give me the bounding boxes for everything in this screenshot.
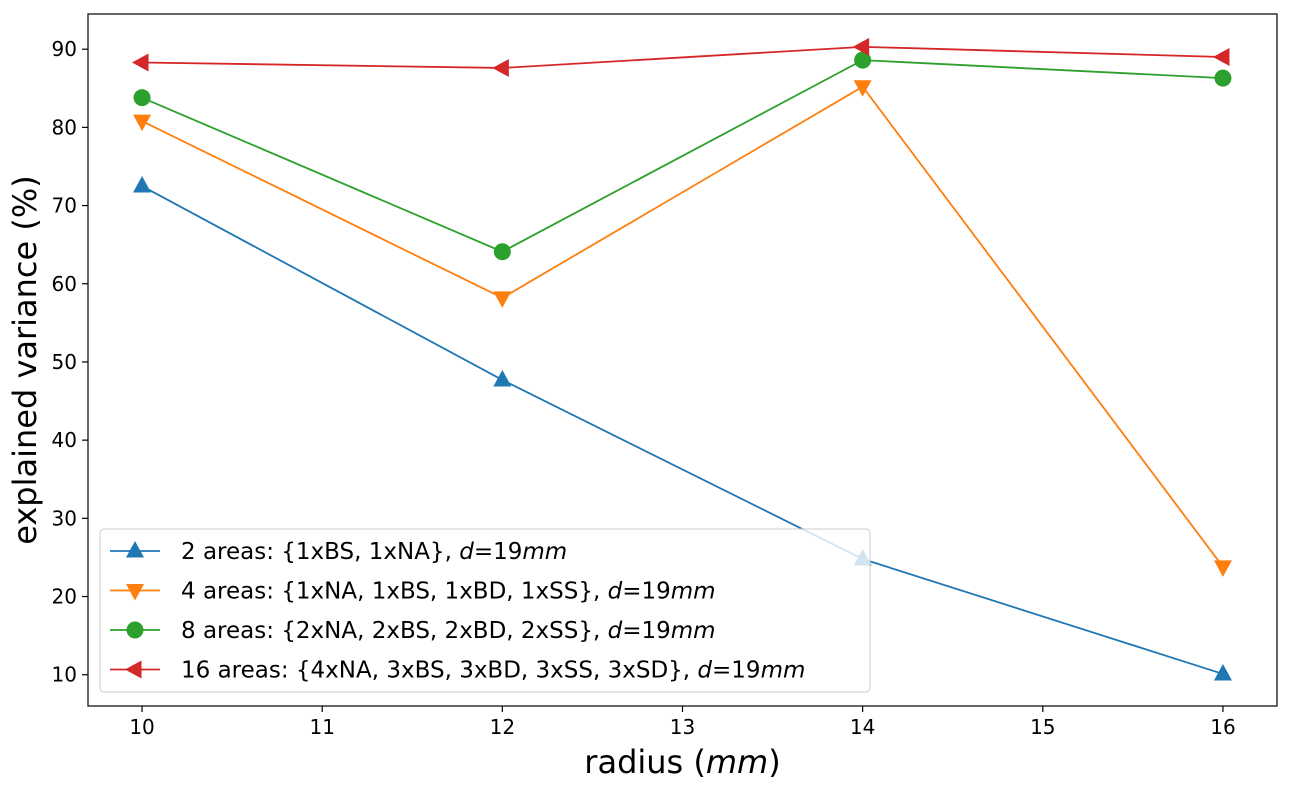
legend-label: 16 areas: {4xNA, 3xBS, 3xBD, 3xSS, 3xSD}… (181, 658, 805, 684)
y-tick-label: 60 (52, 272, 77, 296)
series-2 (133, 80, 1232, 577)
legend-marker (125, 660, 142, 679)
legend-marker (126, 621, 144, 639)
data-point (492, 58, 509, 77)
legend-item: 16 areas: {4xNA, 3xBS, 3xBD, 3xSS, 3xSD}… (110, 658, 805, 684)
legend-box (99, 528, 871, 693)
legend-label-eq: =19 (474, 539, 523, 565)
data-point (133, 89, 151, 107)
x-tick-label: 16 (1210, 715, 1235, 739)
data-point (493, 291, 512, 308)
legend-item: 4 areas: {1xNA, 1xBS, 1xBD, 1xSS}, d=19m… (110, 579, 716, 605)
series-line (142, 45, 1223, 69)
data-point (854, 51, 872, 69)
data-point (1214, 69, 1232, 87)
legend-label-var: d (608, 579, 623, 605)
legend-item: 2 areas: {1xBS, 1xNA}, d=19mm (110, 539, 567, 565)
legend-label: 4 areas: {1xNA, 1xBS, 1xBD, 1xSS}, d=19m… (181, 579, 716, 605)
y-tick-label: 40 (52, 428, 77, 452)
series-layer (132, 37, 1232, 681)
x-axis-title-close: ) (768, 743, 780, 781)
legend-label-areas: 8 areas: {2xNA, 2xBS, 2xBD, 2xSS}, (181, 618, 608, 644)
legend-label-eq: =19 (712, 658, 761, 684)
data-point (1213, 663, 1232, 681)
y-tick-label: 70 (52, 194, 77, 218)
data-point (1213, 560, 1232, 577)
x-tick-label: 15 (1030, 715, 1055, 739)
legend-label: 8 areas: {2xNA, 2xBS, 2xBD, 2xSS}, d=19m… (181, 618, 716, 644)
legend-label-areas: 4 areas: {1xNA, 1xBS, 1xBD, 1xSS}, (181, 579, 608, 605)
y-tick-label: 10 (52, 663, 77, 687)
tick-layer: 10 11 12 13 14 15 16 10 20 30 40 50 60 70 80 90 (52, 37, 1236, 739)
legend-label-var: d (459, 539, 474, 565)
y-tick-label: 80 (52, 115, 77, 139)
legend-item: 8 areas: {2xNA, 2xBS, 2xBD, 2xSS}, d=19m… (110, 618, 716, 644)
legend-label-var: d (697, 658, 712, 684)
data-point (493, 243, 511, 261)
y-axis-title: explained variance (%) (6, 175, 44, 545)
data-point (853, 80, 872, 97)
legend-marker (126, 584, 144, 601)
legend-label-eq: =19 (622, 579, 671, 605)
data-point (133, 176, 152, 193)
data-point (493, 369, 512, 387)
legend-label-var: d (608, 618, 623, 644)
series-4 (132, 37, 1230, 77)
legend-label-areas: 16 areas: {4xNA, 3xBS, 3xBD, 3xSS, 3xSD}… (181, 658, 697, 684)
data-point (1212, 48, 1230, 67)
x-tick-label: 14 (850, 715, 875, 739)
x-tick-label: 11 (309, 715, 334, 739)
legend-marker (126, 541, 144, 558)
legend-label-areas: 2 areas: {1xBS, 1xNA}, (181, 539, 459, 565)
x-axis-title: radius (mm) (584, 743, 780, 781)
series-line (141, 185, 1224, 675)
x-tick-label: 12 (490, 715, 515, 739)
x-tick-label: 10 (129, 715, 154, 739)
y-tick-label: 50 (52, 350, 77, 374)
x-axis-title-text: radius ( (584, 743, 706, 781)
data-point (852, 37, 870, 56)
x-tick-label: 13 (670, 715, 695, 739)
legend-label-unit: mm (522, 539, 567, 565)
y-tick-label: 90 (52, 37, 77, 61)
y-tick-label: 20 (52, 585, 77, 609)
x-axis-title-unit: mm (706, 743, 768, 781)
y-tick-label: 30 (52, 506, 77, 530)
legend-label-unit: mm (761, 658, 806, 684)
series-line (141, 59, 1223, 253)
series-line (141, 85, 1224, 568)
data-point (132, 53, 149, 72)
series-3 (133, 51, 1232, 261)
data-point (133, 114, 152, 132)
legend-label: 2 areas: {1xBS, 1xNA}, d=19mm (181, 539, 567, 565)
legend-label-unit: mm (671, 618, 716, 644)
legend-label-eq: =19 (622, 618, 671, 644)
legend-label-unit: mm (671, 579, 716, 605)
